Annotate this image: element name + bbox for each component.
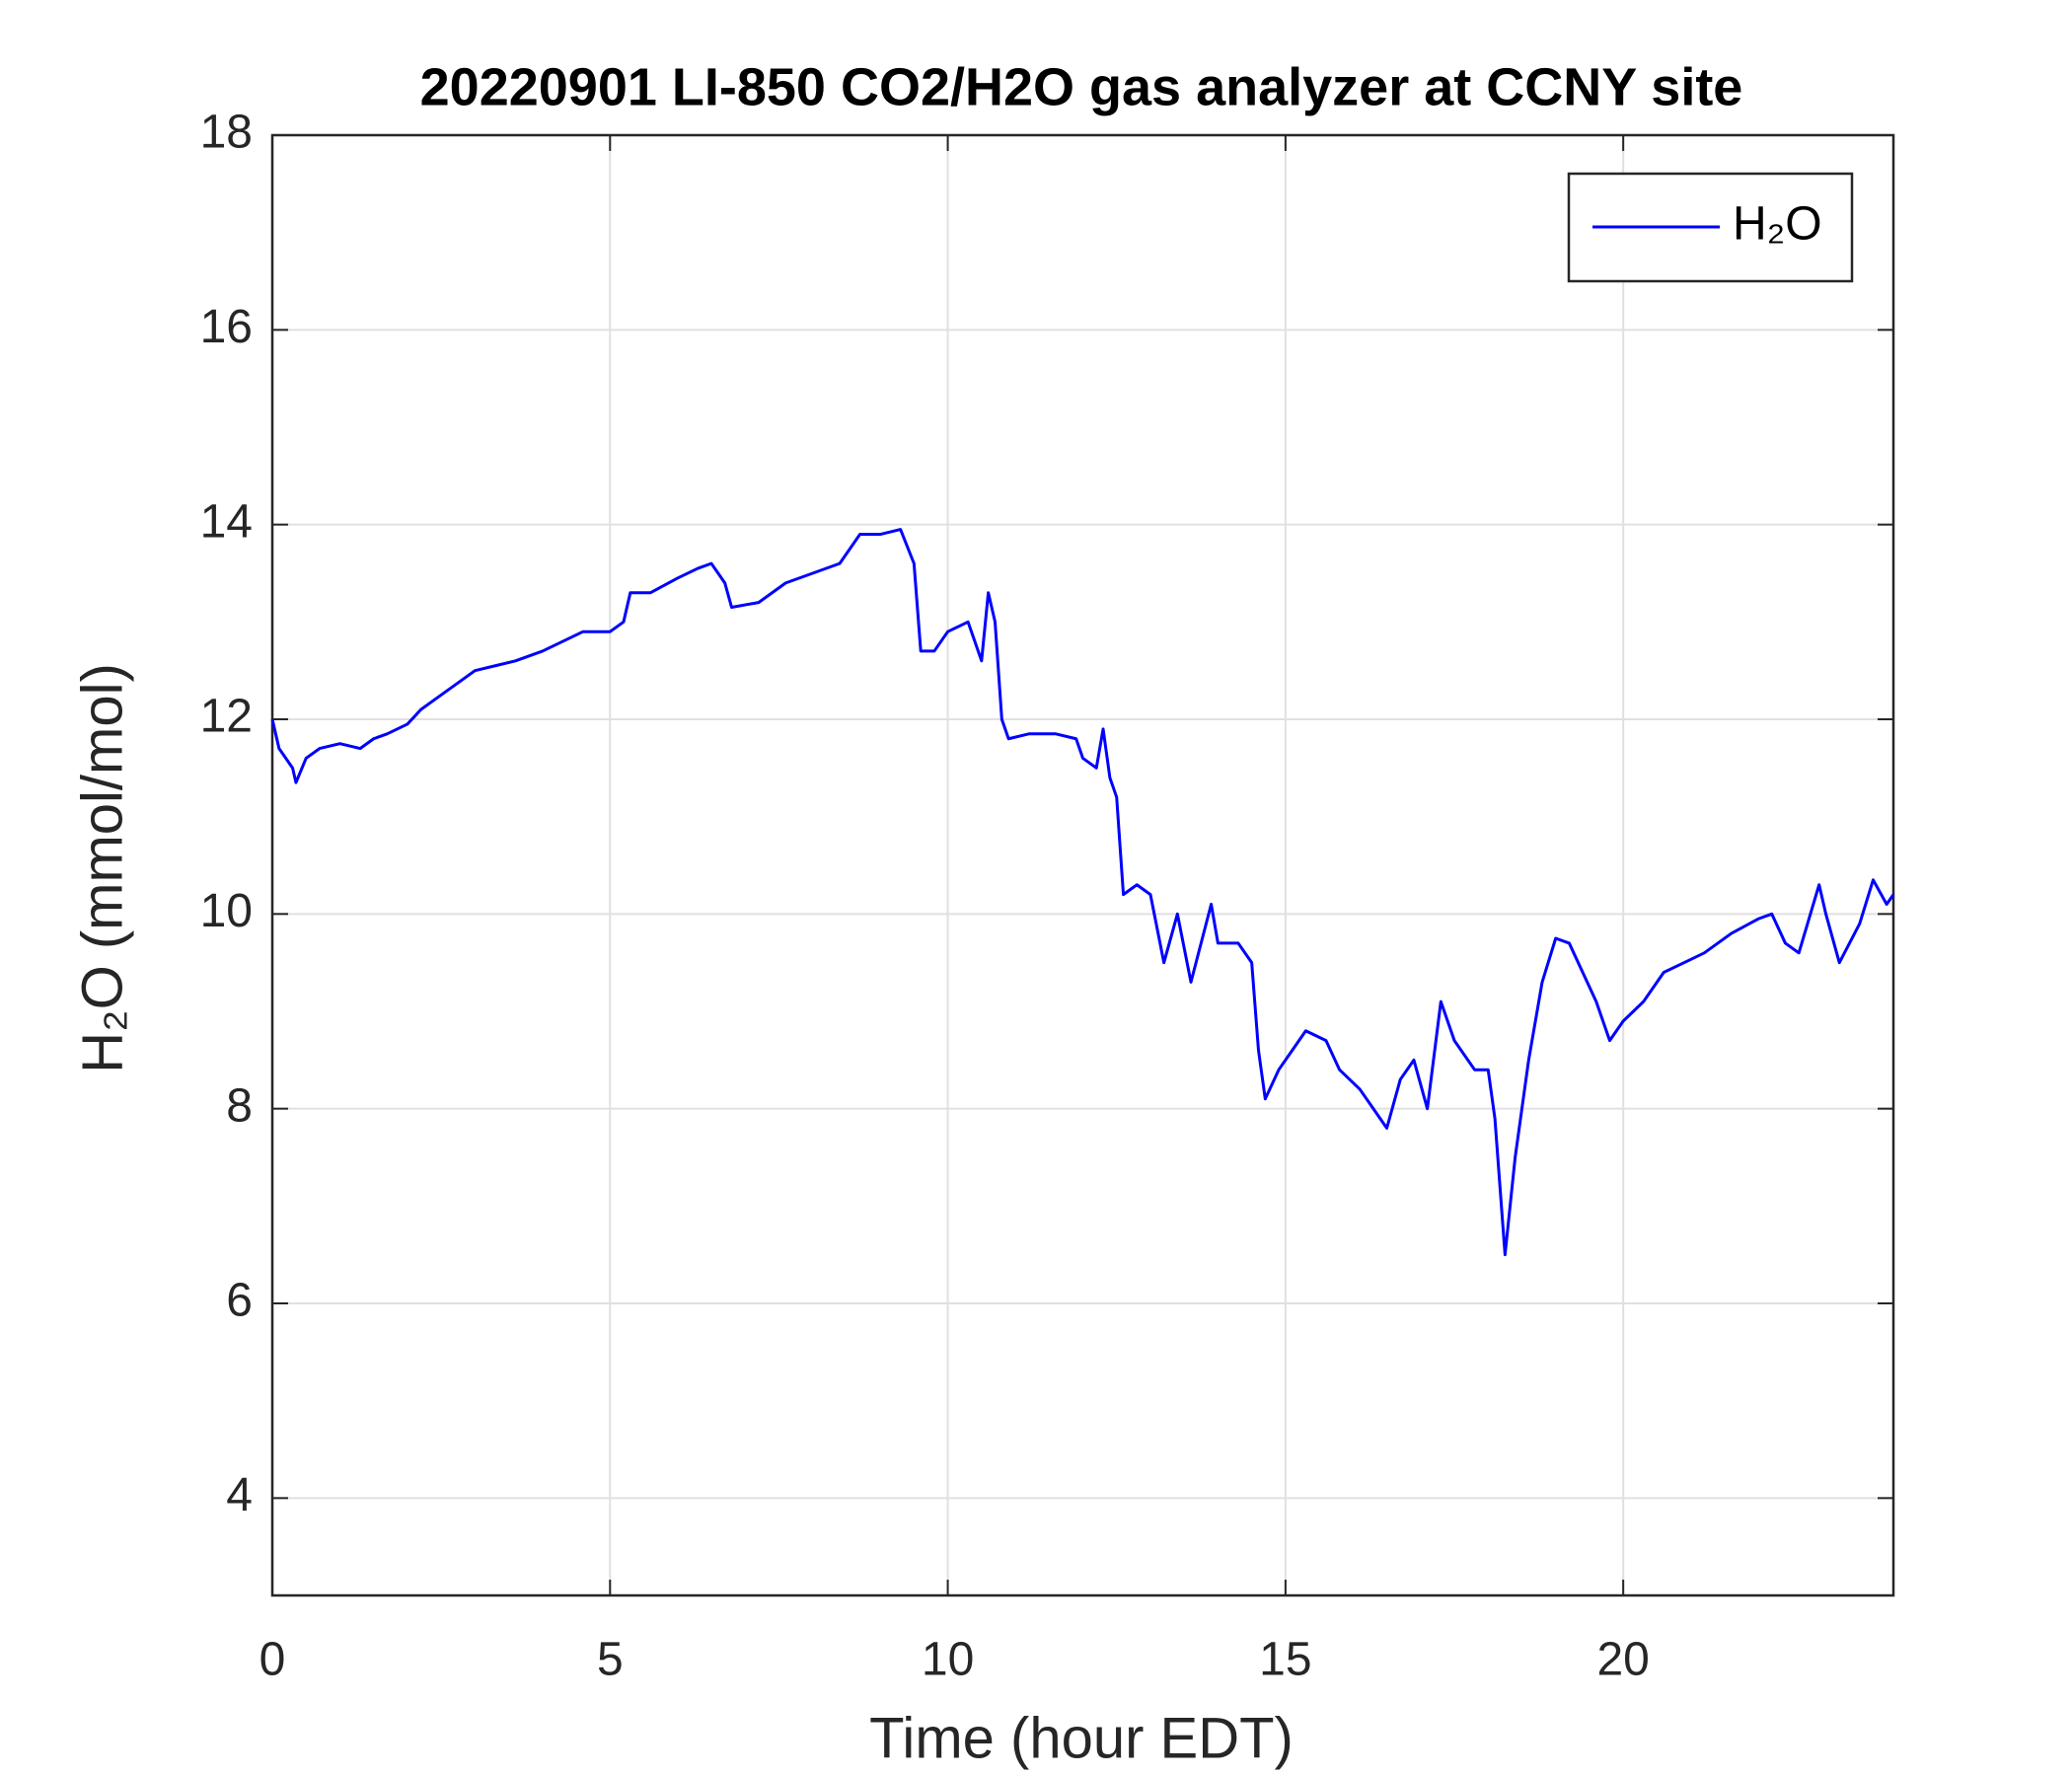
x-tick-label: 0 [259, 1634, 286, 1686]
y-tick-label: 8 [226, 1079, 253, 1132]
x-axis-label: Time (hour EDT) [869, 1706, 1294, 1770]
x-tick-label: 5 [597, 1634, 624, 1686]
y-tick-label: 4 [226, 1469, 253, 1521]
y-axis-label: H₂O (mmol/mol) [70, 663, 134, 1073]
x-tick-label: 10 [922, 1634, 974, 1686]
y-tick-label: 14 [200, 495, 253, 548]
x-tick-label: 15 [1259, 1634, 1311, 1686]
y-tick-label: 6 [226, 1275, 253, 1327]
legend-label: H₂O [1733, 198, 1822, 251]
y-tick-label: 18 [200, 107, 253, 159]
chart-title: 20220901 LI-850 CO2/H2O gas analyzer at … [420, 57, 1743, 116]
y-tick-label: 12 [200, 691, 253, 743]
plot-frame [270, 133, 1895, 1597]
x-tick-label: 20 [1596, 1634, 1649, 1686]
y-tick-label: 10 [200, 885, 253, 937]
y-tick-label: 16 [200, 301, 253, 353]
data-line [270, 528, 1895, 1257]
